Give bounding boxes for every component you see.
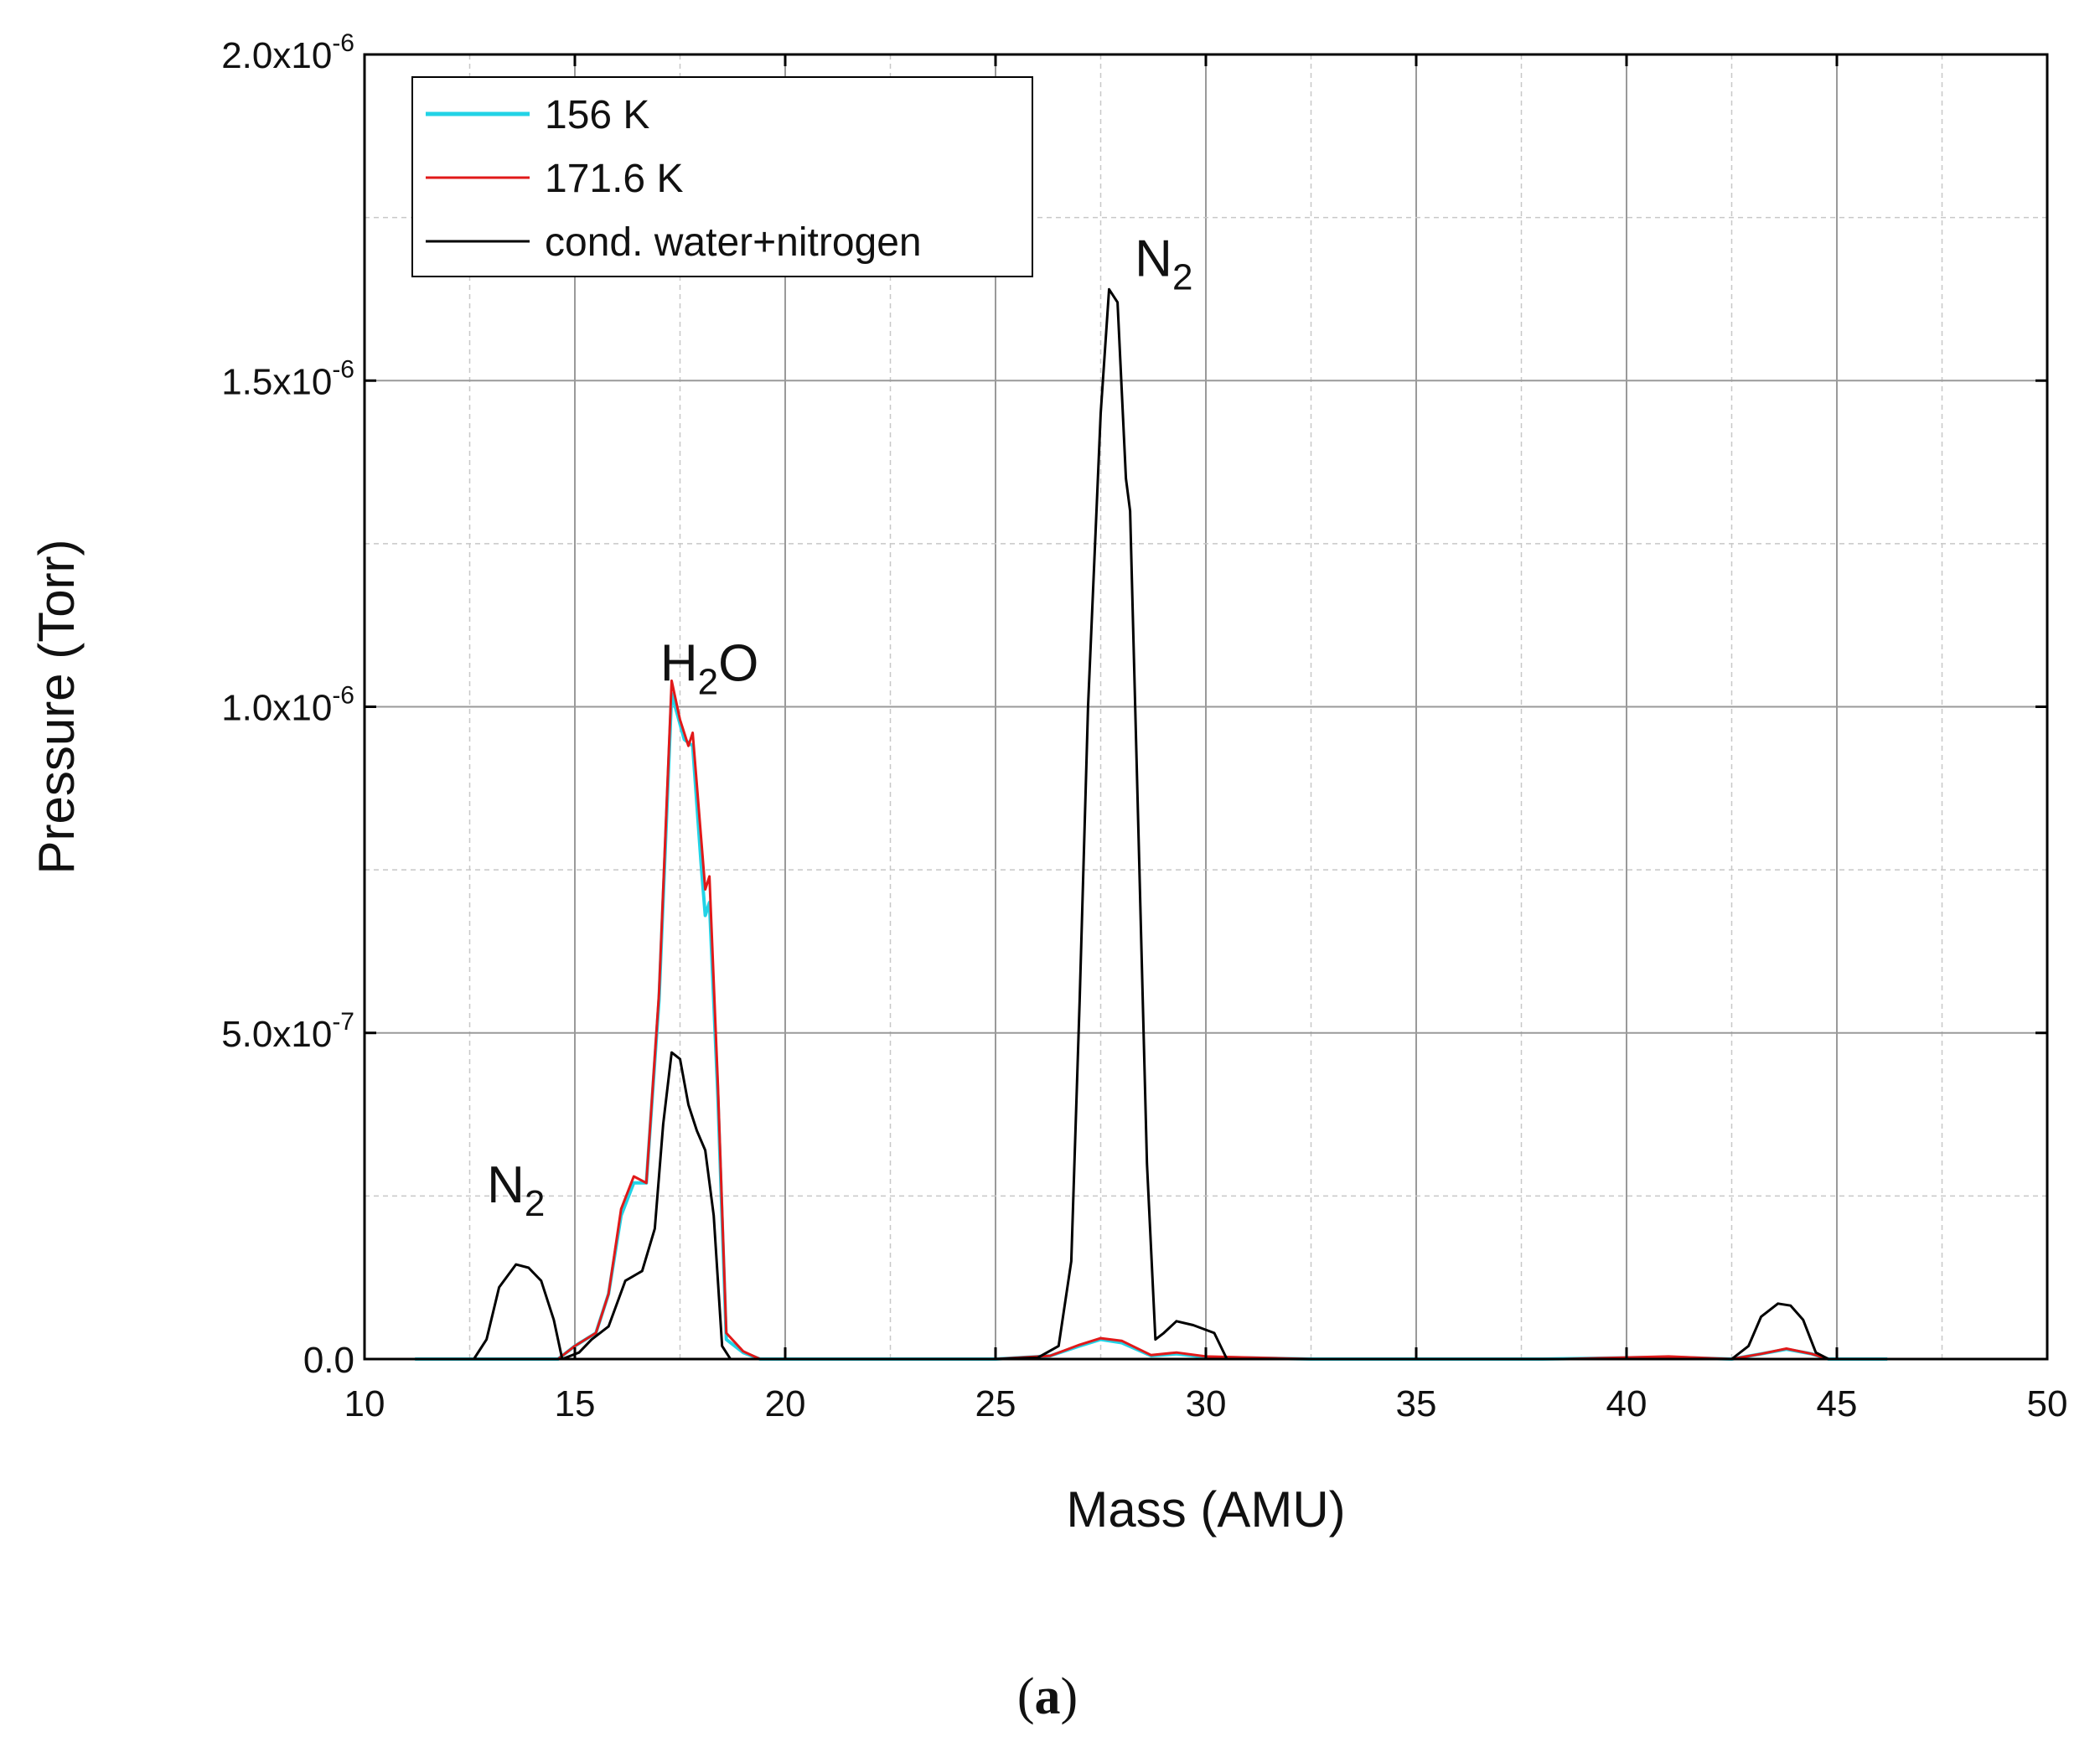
x-tick-label: 10 <box>344 1383 385 1424</box>
y-tick-label: 1.0x10-6 <box>221 682 354 729</box>
x-tick-label: 50 <box>2027 1383 2068 1424</box>
x-axis-title: Mass (AMU) <box>1066 1481 1345 1538</box>
x-tick-label: 15 <box>555 1383 596 1424</box>
x-tick-label: 35 <box>1396 1383 1437 1424</box>
y-axis-title: Pressure (Torr) <box>28 539 85 874</box>
annotation-n2-high: N2 <box>1135 230 1192 298</box>
x-tick-label: 20 <box>765 1383 806 1424</box>
legend-label-0: 156 K <box>545 93 649 137</box>
x-tick-label: 25 <box>975 1383 1016 1424</box>
annotation-h2o: H2O <box>660 634 759 702</box>
x-tick-label: 40 <box>1606 1383 1647 1424</box>
caption-close: ) <box>1061 1668 1078 1725</box>
legend-items: 156 K 171.6 K cond. water+nitrogen <box>426 93 922 265</box>
legend: 156 K 171.6 K cond. water+nitrogen <box>411 76 1033 277</box>
annotations: N2 H2O N2 <box>487 230 1192 1224</box>
y-tick-label: 5.0x10-7 <box>221 1008 354 1055</box>
legend-label-1: 171.6 K <box>545 157 683 201</box>
series-line-2 <box>427 287 1880 1361</box>
y-tick-labels: 0.0 5.0x10-7 1.0x10-6 1.5x10-6 2.0x10-6 <box>221 29 354 1381</box>
grid <box>365 54 2047 1359</box>
annotation-n2-low: N2 <box>487 1156 545 1224</box>
figure-caption: (a) <box>1017 1668 1078 1725</box>
y-tick-label: 0.0 <box>303 1340 354 1381</box>
y-tick-label: 1.5x10-6 <box>221 355 354 402</box>
x-tick-label: 30 <box>1186 1383 1227 1424</box>
legend-label-2: cond. water+nitrogen <box>545 220 922 265</box>
series-layer <box>415 287 1888 1361</box>
y-tick-label: 2.0x10-6 <box>221 29 354 76</box>
axis-ticks <box>363 53 2049 1361</box>
x-tick-label: 45 <box>1817 1383 1858 1424</box>
x-tick-labels: 10 15 20 25 30 35 40 45 50 <box>344 1383 2068 1424</box>
caption-letter: a <box>1035 1668 1061 1725</box>
caption-open: ( <box>1017 1668 1035 1725</box>
